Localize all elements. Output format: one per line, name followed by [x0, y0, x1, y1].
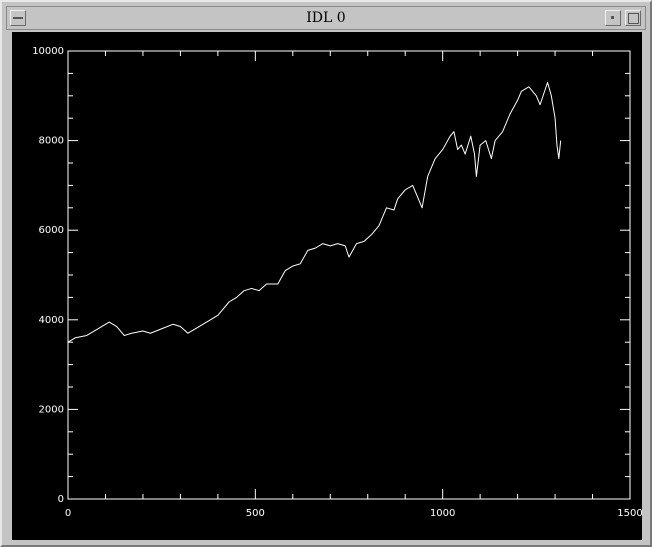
maximize-button[interactable]: [625, 10, 641, 26]
plot-background: [12, 32, 642, 540]
y-tick-label: 0: [58, 494, 64, 505]
y-tick-label: 6000: [39, 225, 64, 236]
x-tick-label: 0: [65, 508, 71, 519]
y-tick-label: 8000: [39, 136, 64, 147]
y-tick-label: 4000: [39, 315, 64, 326]
y-tick-label: 2000: [39, 404, 64, 415]
x-tick-label: 500: [246, 508, 265, 519]
y-tick-label: 10000: [32, 46, 64, 57]
menu-button[interactable]: [10, 10, 26, 26]
minimize-button[interactable]: [605, 10, 621, 26]
title-bar: IDL 0: [6, 6, 646, 30]
window-title: IDL 0: [306, 10, 346, 26]
x-tick-label: 1000: [430, 508, 455, 519]
chart: 0 500 1000 1500 0 2000 4000 6000 8000 10000: [12, 32, 642, 540]
x-tick-label: 1500: [617, 508, 642, 519]
data-line: [67, 81, 562, 343]
